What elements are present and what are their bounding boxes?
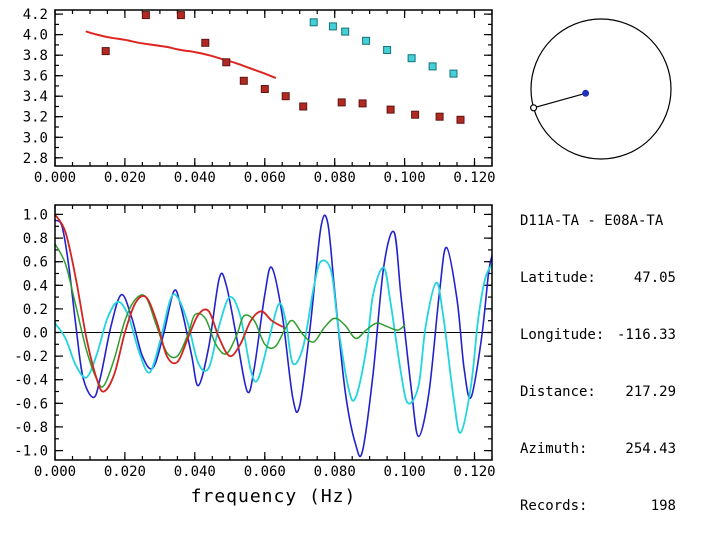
distance-value: 217.29 [625, 384, 676, 400]
info-row-distance: Distance: 217.29 [520, 383, 676, 402]
svg-text:0.020: 0.020 [104, 170, 146, 186]
series-red-trace [54, 213, 284, 393]
azimuth-plot [530, 18, 672, 160]
svg-text:0.060: 0.060 [244, 464, 286, 480]
axes: 0.000 0.020 0.040 0.060 0.080 0.100 0.120 2.8 3.… [23, 7, 496, 186]
markers-measured-phase-velocity-red [101, 11, 465, 124]
svg-text:0.060: 0.060 [244, 170, 286, 186]
svg-text:0.4: 0.4 [23, 278, 48, 294]
svg-text:3.2: 3.2 [23, 110, 48, 126]
info-row-azimuth: Azimuth: 254.43 [520, 440, 676, 459]
svg-text:0.000: 0.000 [34, 170, 76, 186]
info-row-longitude: Longitude: -116.33 [520, 326, 676, 345]
interstation-path-line [533, 92, 586, 109]
svg-text:-1.0: -1.0 [14, 444, 48, 460]
svg-text:0.100: 0.100 [384, 464, 426, 480]
series-cyan-trace [54, 259, 493, 434]
latitude-value: 47.05 [633, 270, 676, 286]
station-pair: D11A-TA - E08A-TA [520, 213, 664, 229]
svg-text:-0.2: -0.2 [14, 349, 48, 365]
waveform-chart: 0.000 0.020 0.040 0.060 0.080 0.100 0.120 -1.0 -… [14, 204, 496, 480]
azimuth-label: Azimuth: [520, 441, 588, 457]
svg-text:2.8: 2.8 [23, 151, 48, 167]
svg-text:3.8: 3.8 [23, 48, 48, 64]
svg-text:4.0: 4.0 [23, 28, 48, 44]
svg-text:1.0: 1.0 [23, 207, 48, 223]
series-blue-trace [54, 214, 493, 458]
remote-station-marker [530, 104, 538, 112]
svg-text:3.4: 3.4 [23, 89, 48, 105]
svg-text:3.0: 3.0 [23, 130, 48, 146]
dispersion-chart: 0.000 0.020 0.040 0.060 0.080 0.100 0.120 2.8 3.… [23, 7, 496, 186]
records-value: 198 [650, 498, 676, 514]
svg-text:0.040: 0.040 [174, 170, 216, 186]
svg-text:0.6: 0.6 [23, 255, 48, 271]
svg-text:0.000: 0.000 [34, 464, 76, 480]
svg-text:4.2: 4.2 [23, 7, 48, 23]
svg-text:0.120: 0.120 [453, 464, 495, 480]
azimuth-circle [530, 18, 672, 160]
svg-text:0.080: 0.080 [314, 464, 356, 480]
reference-station-dot [582, 89, 590, 97]
series-reference-dispersion-curve [85, 30, 277, 79]
series-green-trace [54, 243, 406, 388]
svg-text:0.040: 0.040 [174, 464, 216, 480]
frequency-axis-label: frequency (Hz) [190, 486, 357, 507]
longitude-label: Longitude: [520, 327, 605, 343]
records-label: Records: [520, 498, 588, 514]
svg-text:0.080: 0.080 [314, 170, 356, 186]
svg-text:0.020: 0.020 [104, 464, 146, 480]
azimuth-value: 254.43 [625, 441, 676, 457]
svg-text:0.100: 0.100 [384, 170, 426, 186]
svg-text:0.2: 0.2 [23, 302, 48, 318]
station-info-panel: D11A-TA - E08A-TA Latitude: 47.05 Longit… [520, 174, 676, 554]
info-row-latitude: Latitude: 47.05 [520, 269, 676, 288]
svg-text:-0.8: -0.8 [14, 420, 48, 436]
info-row-records: Records: 198 [520, 497, 676, 516]
svg-text:0.8: 0.8 [23, 231, 48, 247]
markers-measured-phase-velocity-cyan [309, 18, 458, 78]
longitude-value: -116.33 [616, 327, 676, 343]
svg-text:-0.6: -0.6 [14, 396, 48, 412]
plot-border [54, 204, 493, 461]
plot-border [54, 9, 493, 167]
distance-label: Distance: [520, 384, 596, 400]
svg-text:3.6: 3.6 [23, 69, 48, 85]
dispersion-analysis-window: 0.000 0.020 0.040 0.060 0.080 0.100 0.120 2.8 3.… [14, 7, 676, 514]
svg-text:-0.4: -0.4 [14, 373, 48, 389]
latitude-label: Latitude: [520, 270, 596, 286]
svg-text:0.0: 0.0 [23, 326, 48, 342]
svg-text:0.120: 0.120 [453, 170, 495, 186]
